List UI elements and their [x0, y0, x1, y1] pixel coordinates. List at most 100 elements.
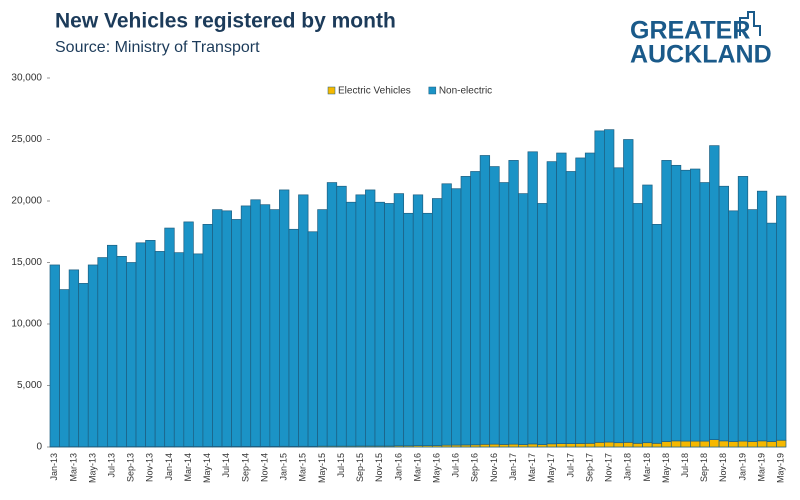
y-tick-label: 15,000 — [11, 257, 42, 268]
bar-segment — [49, 264, 60, 448]
bar-segment — [575, 443, 586, 448]
x-tick-label: May-19 — [776, 453, 786, 483]
chart-title: New Vehicles registered by month — [55, 10, 396, 33]
bar-segment — [661, 441, 672, 448]
bar-segment — [518, 444, 529, 448]
bar-segment — [623, 441, 634, 448]
bar-segment — [374, 201, 385, 447]
bar-segment — [145, 240, 156, 447]
bar-segment — [690, 440, 701, 448]
bar-segment — [173, 252, 185, 447]
x-tick-label: Sep-15 — [355, 453, 365, 482]
bar-segment — [221, 210, 232, 447]
bar-segment — [766, 222, 777, 442]
legend-swatch — [327, 86, 336, 95]
bar-segment — [632, 442, 643, 448]
x-tick-label: Nov-18 — [718, 453, 728, 482]
bar-segment — [575, 157, 586, 444]
bar-segment — [68, 269, 80, 448]
bar-segment — [651, 224, 663, 444]
bar-segment — [756, 190, 768, 442]
x-tick-label: Nov-16 — [489, 453, 499, 482]
bar-segment — [661, 160, 672, 442]
x-tick-label: Nov-17 — [604, 453, 614, 482]
y-tick-label: 10,000 — [11, 319, 42, 330]
bar-segment — [737, 176, 749, 442]
bar-segment — [307, 231, 318, 447]
x-tick-label: Mar-15 — [298, 453, 308, 482]
bar-segment — [460, 176, 471, 446]
x-tick-label: Mar-18 — [642, 453, 652, 482]
bar-segment — [651, 442, 663, 448]
bar-segment — [613, 442, 624, 448]
bar-segment — [345, 201, 357, 447]
bar-segment — [126, 262, 137, 447]
bar-segment — [594, 130, 605, 443]
bar-segment — [747, 441, 758, 448]
bar-segment — [709, 145, 720, 440]
bar-segment — [699, 182, 710, 442]
bar-segment — [326, 182, 338, 447]
x-tick-label: Sep-18 — [699, 453, 709, 482]
bar-segment — [756, 440, 768, 448]
x-tick-label: Sep-17 — [584, 453, 594, 482]
y-tick-label: 5,000 — [17, 380, 42, 391]
bar-segment — [365, 189, 376, 447]
logo: GREATER AUCKLAND — [630, 11, 772, 69]
bar-segment — [604, 129, 615, 443]
bar-segment — [584, 442, 596, 448]
bar-segment — [489, 166, 500, 445]
bar-segment — [737, 440, 749, 448]
logo-text: AUCKLAND — [630, 41, 772, 69]
bar-segment — [680, 169, 691, 442]
bar-segment — [728, 441, 739, 448]
bar-segment — [489, 443, 500, 448]
bar-segment — [212, 209, 223, 447]
x-tick-label: Jan-17 — [508, 453, 518, 481]
bar-segment — [670, 440, 682, 448]
bar-segment — [699, 440, 710, 448]
x-tick-label: Jul-13 — [107, 453, 117, 478]
bar-segment — [393, 193, 405, 447]
bar-segment — [709, 439, 720, 448]
bar-segment — [269, 209, 280, 447]
x-tick-label: Mar-16 — [412, 453, 422, 482]
bar-segment — [642, 184, 653, 444]
bar-segment — [623, 139, 634, 443]
bar-segment — [556, 152, 567, 444]
legend-label: Non-electric — [439, 86, 492, 97]
x-tick-label: Mar-17 — [527, 453, 537, 482]
bar-segment — [632, 203, 643, 444]
y-tick-label: 25,000 — [11, 134, 42, 145]
bar-segment — [718, 185, 729, 442]
x-tick-label: May-13 — [87, 453, 97, 483]
bar-segment — [690, 168, 701, 442]
x-tick-label: May-18 — [661, 453, 671, 483]
x-tick-label: May-17 — [546, 453, 556, 483]
bar-segment — [97, 257, 108, 448]
bar-segment — [546, 443, 557, 448]
bar-segment — [718, 440, 729, 448]
bar-segment — [107, 244, 118, 447]
bar-segment — [565, 443, 577, 448]
bar-segment — [584, 152, 596, 444]
x-tick-label: Nov-13 — [145, 453, 155, 482]
x-tick-label: Jul-14 — [221, 453, 231, 478]
bar-segment — [317, 209, 328, 447]
bar-segment — [259, 204, 271, 447]
bar-segment — [565, 171, 577, 444]
bar-segment — [479, 155, 491, 445]
x-tick-label: Sep-16 — [470, 453, 480, 482]
bar-segment — [355, 194, 366, 447]
y-tick-label: 0 — [36, 442, 42, 453]
bar-segment — [508, 160, 519, 445]
x-tick-label: May-14 — [202, 453, 212, 483]
bar-segment — [518, 193, 529, 445]
bar-segment — [594, 441, 605, 448]
x-tick-label: Jan-18 — [623, 453, 633, 481]
x-tick-label: Jan-19 — [737, 453, 747, 481]
bar-segment — [537, 444, 548, 448]
bar-segment — [527, 151, 538, 445]
bar-segment — [537, 203, 548, 445]
bar-segment — [412, 194, 424, 446]
